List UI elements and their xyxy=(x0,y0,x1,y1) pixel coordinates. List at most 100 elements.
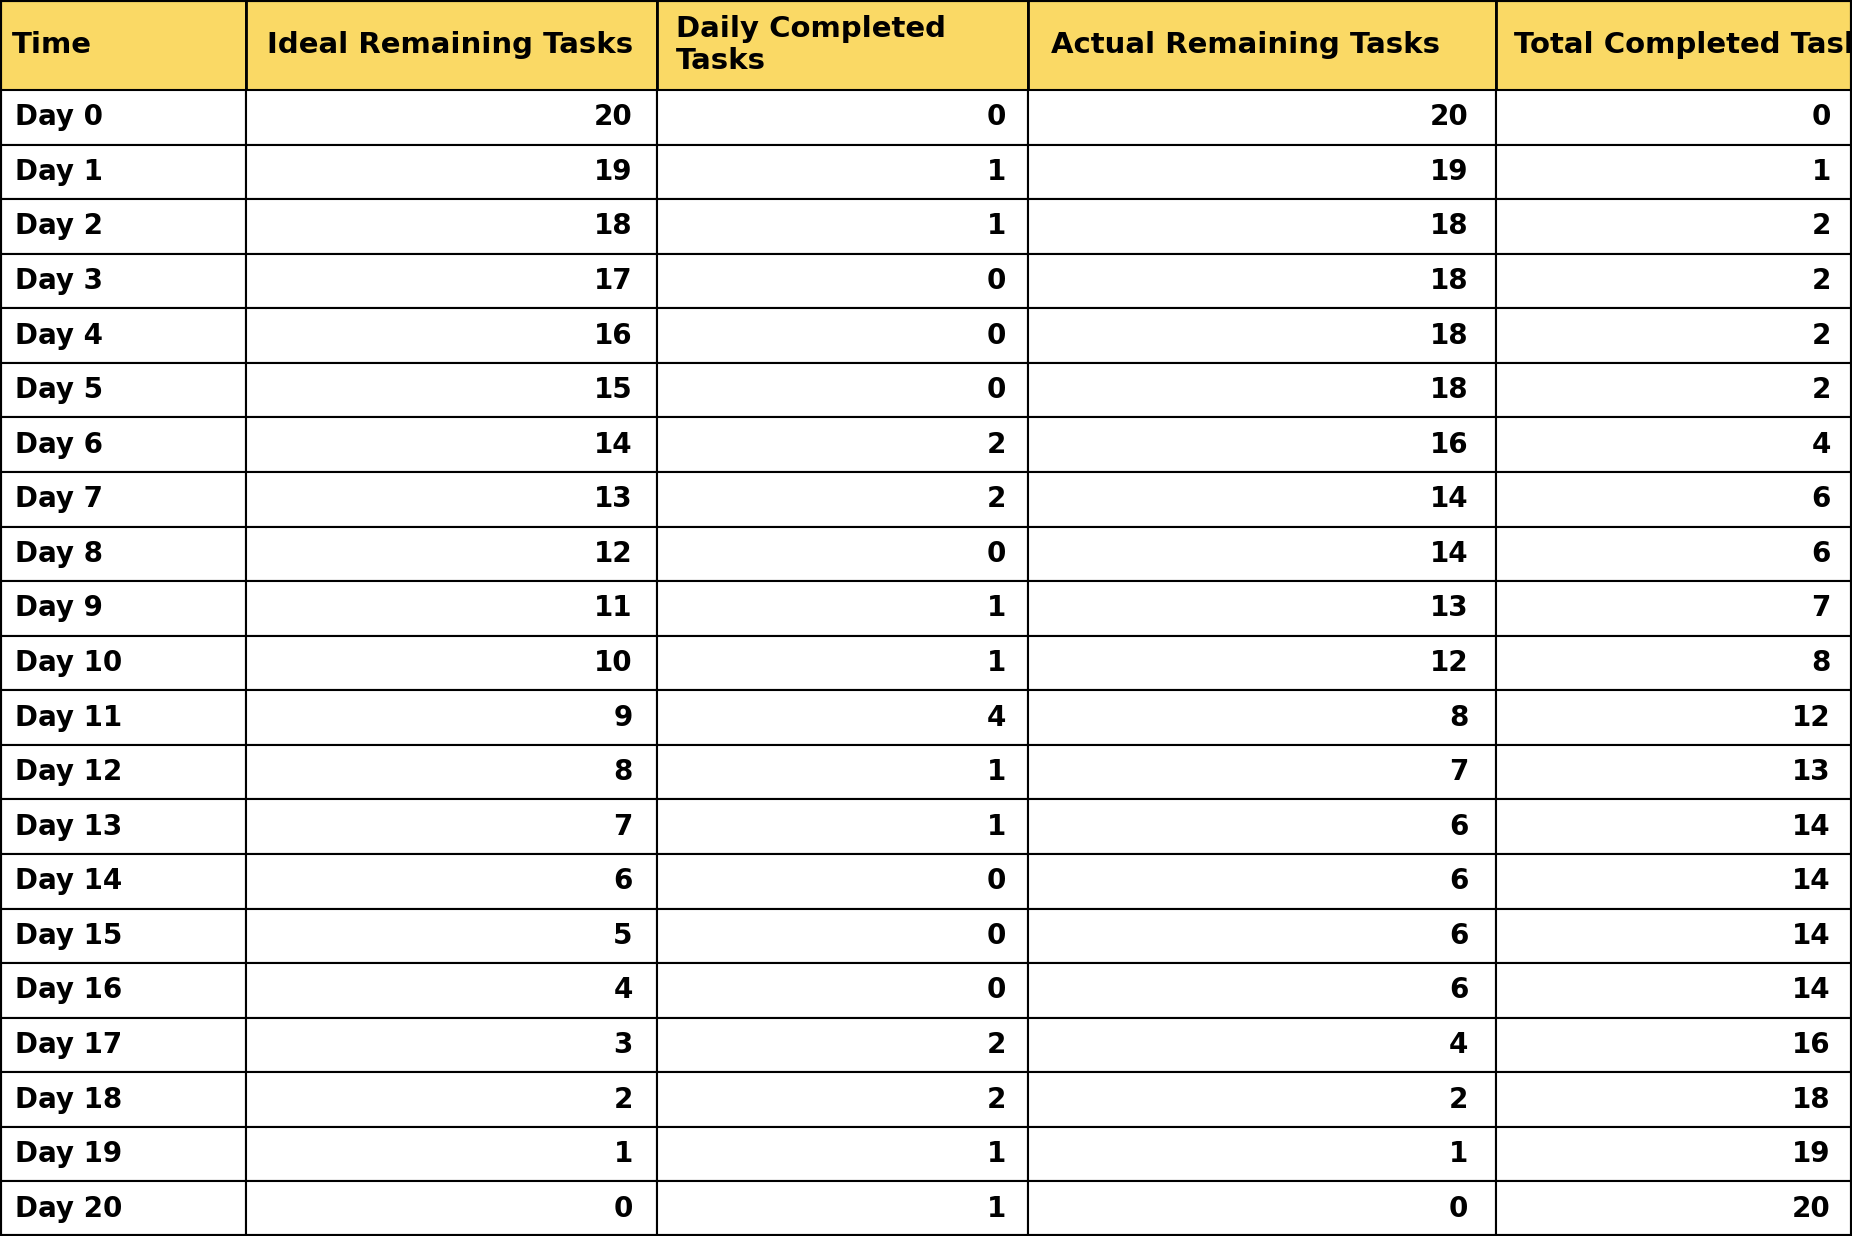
Bar xyxy=(1496,1182,1852,1236)
Bar xyxy=(246,745,657,800)
Text: 1: 1 xyxy=(987,1195,1006,1222)
Text: 0: 0 xyxy=(987,321,1006,350)
Bar xyxy=(657,745,1028,800)
Bar xyxy=(1496,1073,1852,1127)
Text: 0: 0 xyxy=(987,922,1006,949)
Bar xyxy=(657,800,1028,854)
Bar xyxy=(0,472,246,527)
Bar xyxy=(657,199,1028,253)
Bar xyxy=(246,908,657,963)
Bar xyxy=(1496,527,1852,581)
Text: Day 16: Day 16 xyxy=(15,976,122,1005)
Text: 14: 14 xyxy=(1430,540,1469,567)
Text: Day 9: Day 9 xyxy=(15,595,102,623)
Text: Day 17: Day 17 xyxy=(15,1031,122,1059)
Text: 18: 18 xyxy=(1430,376,1469,404)
Bar xyxy=(1028,199,1496,253)
Text: 14: 14 xyxy=(1793,813,1830,840)
Bar xyxy=(1496,199,1852,253)
Bar xyxy=(0,690,246,745)
Text: 6: 6 xyxy=(1448,922,1469,949)
Bar xyxy=(657,635,1028,690)
Text: 8: 8 xyxy=(1811,649,1830,677)
Bar xyxy=(0,253,246,308)
Bar xyxy=(1496,90,1852,145)
Text: 19: 19 xyxy=(594,158,633,185)
Bar xyxy=(1028,418,1496,472)
Bar xyxy=(1028,308,1496,363)
Bar xyxy=(1028,90,1496,145)
Bar xyxy=(1496,0,1852,90)
Bar xyxy=(246,472,657,527)
Bar xyxy=(1496,745,1852,800)
Text: 12: 12 xyxy=(1793,703,1830,732)
Bar xyxy=(0,418,246,472)
Text: 3: 3 xyxy=(613,1031,633,1059)
Bar xyxy=(657,418,1028,472)
Bar xyxy=(657,1127,1028,1182)
Text: 6: 6 xyxy=(613,868,633,895)
Bar xyxy=(0,363,246,418)
Text: 12: 12 xyxy=(594,540,633,567)
Bar xyxy=(246,527,657,581)
Text: Day 18: Day 18 xyxy=(15,1085,122,1114)
Text: 0: 0 xyxy=(987,376,1006,404)
Text: 0: 0 xyxy=(987,104,1006,131)
Text: Day 10: Day 10 xyxy=(15,649,122,677)
Bar xyxy=(1028,145,1496,199)
Bar xyxy=(1028,581,1496,635)
Bar xyxy=(1028,363,1496,418)
Text: 4: 4 xyxy=(987,703,1006,732)
Bar xyxy=(246,308,657,363)
Bar xyxy=(246,581,657,635)
Text: Day 14: Day 14 xyxy=(15,868,122,895)
Bar xyxy=(246,635,657,690)
Bar xyxy=(246,90,657,145)
Text: 16: 16 xyxy=(594,321,633,350)
Bar xyxy=(0,800,246,854)
Text: 2: 2 xyxy=(613,1085,633,1114)
Text: 18: 18 xyxy=(1793,1085,1830,1114)
Bar xyxy=(246,0,657,90)
Text: Total Completed Tasks: Total Completed Tasks xyxy=(1515,31,1852,59)
Bar xyxy=(246,199,657,253)
Bar xyxy=(1028,253,1496,308)
Text: 19: 19 xyxy=(1430,158,1469,185)
Text: Time: Time xyxy=(13,31,93,59)
Bar xyxy=(246,1127,657,1182)
Bar xyxy=(1028,963,1496,1017)
Bar xyxy=(0,145,246,199)
Text: 4: 4 xyxy=(1448,1031,1469,1059)
Bar xyxy=(1028,854,1496,908)
Bar xyxy=(657,963,1028,1017)
Bar xyxy=(1496,418,1852,472)
Bar xyxy=(0,745,246,800)
Bar xyxy=(0,199,246,253)
Bar xyxy=(1028,527,1496,581)
Text: 6: 6 xyxy=(1811,540,1830,567)
Text: 5: 5 xyxy=(613,922,633,949)
Text: 18: 18 xyxy=(1430,267,1469,295)
Bar xyxy=(0,1127,246,1182)
Bar xyxy=(1028,0,1496,90)
Bar xyxy=(1496,1127,1852,1182)
Text: 2: 2 xyxy=(987,1031,1006,1059)
Bar xyxy=(246,253,657,308)
Bar xyxy=(657,908,1028,963)
Text: 17: 17 xyxy=(594,267,633,295)
Bar xyxy=(1496,635,1852,690)
Text: 1: 1 xyxy=(987,813,1006,840)
Text: 6: 6 xyxy=(1448,976,1469,1005)
Text: Day 4: Day 4 xyxy=(15,321,102,350)
Text: 1: 1 xyxy=(987,213,1006,241)
Bar xyxy=(1028,745,1496,800)
Text: Day 2: Day 2 xyxy=(15,213,102,241)
Text: 16: 16 xyxy=(1793,1031,1830,1059)
Text: Day 19: Day 19 xyxy=(15,1140,122,1168)
Bar xyxy=(657,1182,1028,1236)
Bar xyxy=(1496,908,1852,963)
Text: 2: 2 xyxy=(1448,1085,1469,1114)
Bar xyxy=(0,0,246,90)
Text: Day 7: Day 7 xyxy=(15,486,102,513)
Text: Day 6: Day 6 xyxy=(15,430,102,459)
